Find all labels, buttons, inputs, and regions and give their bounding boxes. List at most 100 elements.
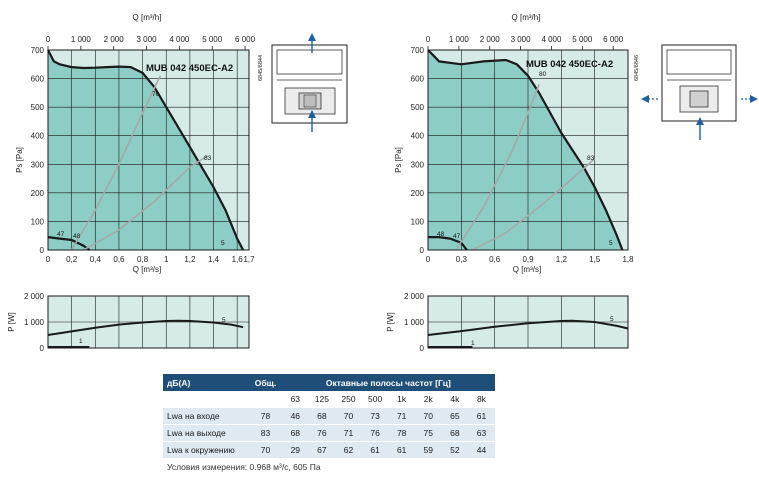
cell: 78 <box>388 424 415 442</box>
q-tick-label: 0,6 <box>489 255 501 264</box>
ps-tick-label: 500 <box>411 103 425 112</box>
curve-label-80: 80 <box>539 71 547 78</box>
unit-diagram-top-outlet <box>271 33 348 132</box>
curve-label-83: 83 <box>587 155 595 162</box>
curve-label-48: 48 <box>73 233 81 240</box>
model-label: MUB 042 450EC-A2 <box>526 59 613 70</box>
cell: 68 <box>282 424 309 442</box>
table-row: Lwa на входе 78 46 68 70 73 71 70 65 61 <box>163 407 495 425</box>
system-curve-1 <box>70 75 162 251</box>
cell: 71 <box>335 424 362 442</box>
ps-ticks: 0 100 200 300 400 500 600 700 <box>31 46 45 255</box>
power-tick-label: 0 <box>40 344 45 353</box>
power-tick-label: 0 <box>420 344 425 353</box>
operating-area-fill <box>428 50 623 250</box>
band-4k: 4k <box>441 391 469 408</box>
q-tick-label: 0 <box>46 255 51 264</box>
ps-tick-label: 300 <box>31 160 45 169</box>
measurement-conditions: Условия измерения: 0.968 м³/с, 605 Па <box>167 462 321 472</box>
q-top-tick-label: 0 <box>426 35 431 44</box>
table-row: Lwa на выходе 83 68 76 71 76 78 75 68 63 <box>163 424 495 442</box>
ps-tick-label: 400 <box>411 132 425 141</box>
cell: 75 <box>414 424 442 442</box>
q-tick-label: 0 <box>426 255 431 264</box>
q-bottom-ticks: 0 0,3 0,6 0,9 1,2 1,5 1,8 <box>426 255 634 264</box>
ps-tick-label: 500 <box>31 103 45 112</box>
q-tick-label: 1 <box>164 255 169 264</box>
curve-label-76: 76 <box>152 91 160 98</box>
cell: 46 <box>282 407 309 425</box>
model-label: MUB 042 450EC-A2 <box>146 63 233 74</box>
cell: 65 <box>441 407 469 425</box>
row-total: 70 <box>249 441 282 458</box>
cell: 63 <box>468 424 495 442</box>
cell: 76 <box>361 424 389 442</box>
power-tick-label: 1 000 <box>404 318 425 327</box>
row-total: 78 <box>249 407 282 425</box>
curve-label-5: 5 <box>221 240 225 247</box>
cell: 76 <box>308 424 336 442</box>
q-tick-label: 1,2 <box>556 255 568 264</box>
ps-tick-label: 700 <box>411 46 425 55</box>
header-total: Общ. <box>249 374 282 391</box>
q-tick-label: 0,3 <box>456 255 468 264</box>
header-dba: дБ(A) <box>163 374 249 391</box>
ps-frame <box>427 49 629 251</box>
band-8k: 8k <box>468 391 495 408</box>
ps-tick-label: 200 <box>411 189 425 198</box>
q-tick-label: 1,5 <box>589 255 601 264</box>
ps-axis-label: Ps [Pa] <box>394 147 403 173</box>
ps-tick-label: 0 <box>40 246 45 255</box>
q-top-tick-label: 6 000 <box>235 35 256 44</box>
power-frame <box>427 295 629 349</box>
curve-label-47: 47 <box>453 233 461 240</box>
table-row: Lwa к окружению 70 29 67 62 61 61 59 52 … <box>163 441 495 458</box>
q-tick-label: 0,9 <box>522 255 534 264</box>
q-top-tick-label: 2 000 <box>480 35 501 44</box>
band-63: 63 <box>282 391 309 408</box>
q-tick-label: 1,8 <box>622 255 634 264</box>
power-curve <box>47 319 244 336</box>
q-top-tick-label: 0 <box>46 35 51 44</box>
ps-tick-label: 200 <box>31 189 45 198</box>
q-top-ticks: 0 1 000 2 000 3 000 4 000 5 000 6 000 <box>426 35 624 50</box>
q-tick-label: 0,2 <box>66 255 78 264</box>
q-top-tick-label: 3 000 <box>511 35 532 44</box>
system-curve-2 <box>472 158 596 251</box>
cell: 61 <box>388 441 415 458</box>
system-curve-2 <box>83 155 209 251</box>
q-top-tick-label: 6 000 <box>603 35 624 44</box>
drawing-code: 6845/6846 <box>634 55 640 81</box>
q-top-tick-label: 5 000 <box>202 35 223 44</box>
table-header-row: дБ(A) Общ. Октавные полосы частот [Гц] <box>163 374 495 391</box>
power-axis-label: P [W] <box>7 312 16 331</box>
header-octave-bands: Октавные полосы частот [Гц] <box>282 374 495 391</box>
q-top-tick-label: 1 000 <box>71 35 92 44</box>
ps-axis-label: Ps [Pa] <box>15 147 24 173</box>
ps-ticks: 0 100 200 300 400 500 600 700 <box>411 46 425 255</box>
operating-area-fill <box>48 50 244 250</box>
cell: 62 <box>335 441 362 458</box>
cell: 61 <box>468 407 495 425</box>
q-top-label: Q [m³/h] <box>133 13 162 22</box>
table-band-row: 63 125 250 500 1k 2k 4k 8k <box>163 391 495 408</box>
q-top-tick-label: 4 000 <box>541 35 562 44</box>
band-250: 250 <box>335 391 362 408</box>
ps-frame <box>47 49 250 251</box>
curve-label-47: 47 <box>57 231 65 238</box>
q-bottom-label: Q [m³/s] <box>133 265 161 274</box>
low-speed-curve <box>47 236 91 251</box>
ps-tick-label: 700 <box>31 46 45 55</box>
row-label: Lwa на выходе <box>163 424 249 442</box>
drawing-code: 6845/6844 <box>258 55 264 81</box>
q-tick-label: 1,4 <box>208 255 220 264</box>
cell: 70 <box>335 407 362 425</box>
system-curve-1 <box>455 84 540 251</box>
ps-tick-label: 600 <box>31 75 45 84</box>
ps-tick-label: 400 <box>31 132 45 141</box>
ps-tick-label: 600 <box>411 75 425 84</box>
sound-data-table: дБ(A) Общ. Октавные полосы частот [Гц] 6… <box>163 374 495 458</box>
